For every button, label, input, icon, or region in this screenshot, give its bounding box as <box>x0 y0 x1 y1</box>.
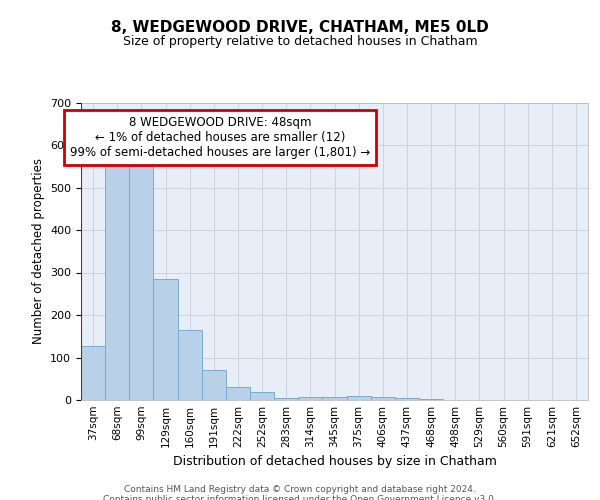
Text: 8, WEDGEWOOD DRIVE, CHATHAM, ME5 0LD: 8, WEDGEWOOD DRIVE, CHATHAM, ME5 0LD <box>111 20 489 35</box>
Bar <box>250 392 274 400</box>
Bar <box>347 396 371 400</box>
Bar <box>154 279 178 400</box>
Bar <box>202 370 226 400</box>
Bar <box>419 399 443 400</box>
Bar <box>129 166 154 400</box>
X-axis label: Distribution of detached houses by size in Chatham: Distribution of detached houses by size … <box>173 456 496 468</box>
Bar <box>274 398 298 400</box>
Y-axis label: Number of detached properties: Number of detached properties <box>32 158 44 344</box>
Text: Size of property relative to detached houses in Chatham: Size of property relative to detached ho… <box>122 35 478 48</box>
Text: 8 WEDGEWOOD DRIVE: 48sqm
← 1% of detached houses are smaller (12)
99% of semi-de: 8 WEDGEWOOD DRIVE: 48sqm ← 1% of detache… <box>70 116 371 159</box>
Bar <box>105 164 129 400</box>
Bar <box>395 398 419 400</box>
Bar <box>298 396 322 400</box>
Bar <box>226 387 250 400</box>
Bar <box>371 396 395 400</box>
Text: Contains HM Land Registry data © Crown copyright and database right 2024.
Contai: Contains HM Land Registry data © Crown c… <box>103 485 497 500</box>
Bar <box>322 396 347 400</box>
Bar <box>178 330 202 400</box>
Bar <box>81 346 105 400</box>
